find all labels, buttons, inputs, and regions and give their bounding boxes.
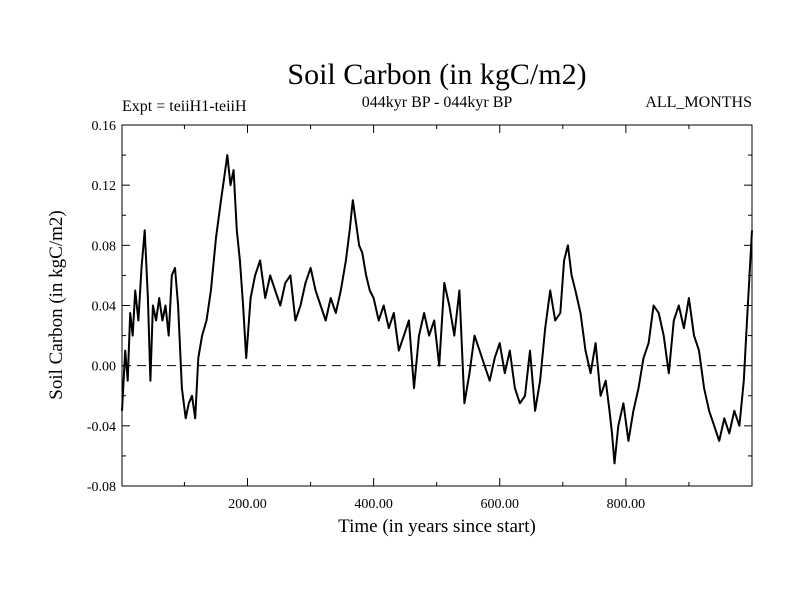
x-tick-label: 800.00 [607,497,646,512]
y-axis-label: Soil Carbon (in kgC/m2) [46,210,67,399]
experiment-label: Expt = teiiH1-teiiH [122,98,247,115]
x-tick-label: 200.00 [228,497,267,512]
y-tick-label: 0.16 [92,119,117,134]
chart-title: Soil Carbon (in kgC/m2) [287,58,586,91]
y-axis-ticks: -0.08 -0.04 0.00 0.04 0.08 0.12 0.16 [87,119,752,495]
time-range-label: 044kyr BP - 044kyr BP [362,94,513,111]
y-tick-label: 0.00 [92,360,117,375]
y-tick-label: -0.08 [87,480,116,495]
plot-frame [121,124,753,487]
y-tick-label: 0.08 [92,239,117,254]
y-tick-label: -0.04 [87,420,116,435]
months-label: ALL_MONTHS [645,94,752,111]
x-axis-ticks: 200.00 400.00 600.00 800.00 [183,125,690,512]
soil-carbon-series-line [121,154,753,465]
y-tick-label: 0.12 [92,179,117,194]
x-tick-label: 600.00 [480,497,519,512]
x-tick-label: 400.00 [354,497,393,512]
x-axis-label: Time (in years since start) [338,516,536,537]
y-tick-label: 0.04 [92,300,117,315]
